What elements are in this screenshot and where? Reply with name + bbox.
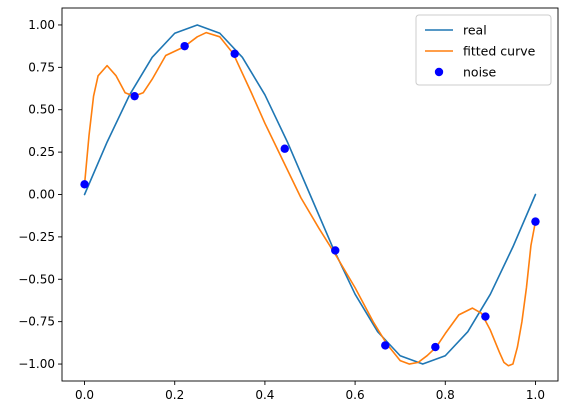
y-tick-label: 1.00: [28, 18, 55, 32]
legend-swatch-marker: [434, 67, 444, 77]
y-tick-label: 0.00: [28, 188, 55, 202]
data-point-noise: [230, 49, 239, 58]
points-layer: [80, 41, 540, 352]
data-point-noise: [531, 217, 540, 226]
y-tick-label: 0.50: [28, 103, 55, 117]
x-tick-label: 0.8: [436, 388, 455, 402]
x-tick-label: 1.0: [526, 388, 545, 402]
data-point-noise: [481, 312, 490, 321]
data-point-noise: [80, 180, 89, 189]
y-tick-label: 0.25: [28, 145, 55, 159]
data-point-noise: [381, 341, 390, 350]
x-axis: 0.0 0.2 0.4 0.6 0.8 1.0: [75, 381, 545, 402]
data-point-noise: [130, 91, 139, 101]
y-tick-label: 0.75: [28, 60, 55, 74]
legend-entry-label: noise: [463, 65, 497, 80]
legend: real fitted curve noise: [415, 14, 552, 86]
series-line-real: [83, 24, 537, 365]
data-point-noise: [180, 41, 189, 51]
x-tick-label: 0.2: [165, 388, 184, 402]
legend-entry-label: fitted curve: [463, 44, 536, 59]
legend-box: [415, 14, 552, 86]
y-tick-label: −0.50: [18, 272, 55, 286]
data-point-noise: [431, 342, 440, 352]
x-tick-label: 0.6: [346, 388, 365, 402]
data-point-noise: [331, 246, 340, 255]
x-tick-label: 0.4: [255, 388, 274, 402]
x-tick-label: 0.0: [75, 388, 94, 402]
y-tick-label: −0.25: [18, 230, 55, 244]
y-axis: 1.00 0.75 0.50 0.25 0.00 −0.25 −0.50 −0.75 −1.00: [18, 18, 62, 371]
legend-entry-label: real: [463, 23, 487, 38]
data-point-noise: [280, 144, 289, 153]
y-tick-label: −0.75: [18, 315, 55, 329]
y-tick-label: −1.00: [18, 357, 55, 371]
